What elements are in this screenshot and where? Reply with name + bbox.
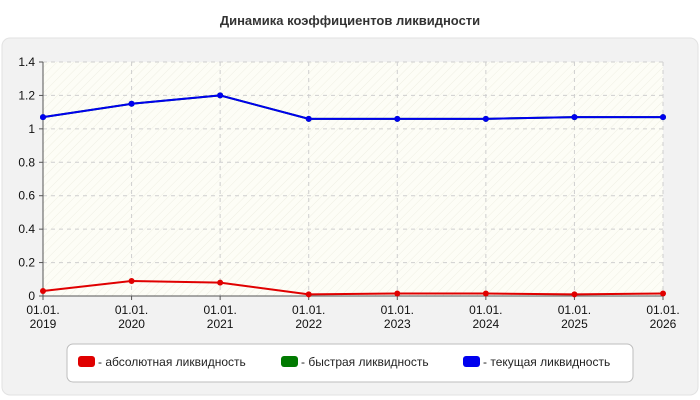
data-point — [660, 290, 666, 297]
legend: - абсолютная ликвидность - быстрая ликвид… — [66, 343, 634, 383]
y-tick-label: 0.2 — [18, 256, 35, 270]
data-point — [571, 291, 578, 298]
data-point — [660, 114, 666, 121]
legend-swatch — [281, 356, 298, 367]
x-tick-label: 01.01. 2024 — [469, 303, 502, 331]
data-point — [217, 92, 224, 99]
x-tick-label: 01.01. 2026 — [646, 303, 679, 331]
data-point — [571, 114, 578, 121]
data-point — [394, 115, 401, 122]
data-point — [482, 290, 489, 297]
data-point — [305, 291, 312, 298]
data-point — [482, 115, 489, 122]
data-point — [394, 290, 401, 297]
x-tick-label-line: 2026 — [650, 317, 677, 331]
legend-items: - абсолютная ликвидность - быстрая ликвид… — [78, 355, 610, 369]
y-tick-label: 1 — [28, 122, 35, 136]
data-point — [40, 114, 46, 121]
legend-swatch — [78, 356, 95, 367]
x-tick-label-line: 01.01. — [646, 303, 679, 317]
x-tick-label-line: 2024 — [473, 317, 500, 331]
plot-area — [43, 62, 663, 296]
x-tick-label: 01.01. 2021 — [203, 303, 236, 331]
legend-swatch — [463, 356, 480, 367]
data-point — [128, 100, 135, 107]
x-tick-label: 01.01. 2019 — [26, 303, 59, 331]
x-tick-label-line: 01.01. — [469, 303, 502, 317]
data-point — [128, 277, 135, 284]
x-tick-label-line: 01.01. — [115, 303, 148, 317]
y-tick-label: 0.4 — [18, 222, 35, 236]
axes — [42, 62, 663, 297]
y-axis-ticks: 0 0.2 0.4 0.6 0.8 1 1.2 1.4 — [18, 55, 43, 303]
gridlines — [43, 61, 664, 296]
x-tick-label: 01.01. 2020 — [115, 303, 148, 331]
y-tick-label: 1.2 — [18, 88, 35, 102]
series-group — [40, 277, 666, 298]
data-point — [40, 287, 46, 294]
legend-item: - текущая ликвидность — [463, 355, 610, 369]
x-tick-label-line: 2020 — [118, 317, 145, 331]
x-tick-label-line: 2023 — [384, 317, 411, 331]
x-tick-label: 01.01. 2022 — [292, 303, 325, 331]
y-tick-label: 0.6 — [18, 189, 35, 203]
legend-label: - текущая ликвидность — [483, 355, 610, 369]
x-tick-label: 01.01. 2023 — [381, 303, 414, 331]
x-tick-label-line: 2022 — [295, 317, 322, 331]
data-point — [217, 279, 224, 286]
x-tick-label-line: 01.01. — [558, 303, 591, 317]
legend-label: - быстрая ликвидность — [301, 355, 429, 369]
y-tick-label: 0.8 — [18, 155, 35, 169]
x-tick-label-line: 01.01. — [26, 303, 59, 317]
series-group — [40, 92, 666, 122]
x-tick-label-line: 01.01. — [203, 303, 236, 317]
legend-item: - быстрая ликвидность — [281, 355, 429, 369]
legend-item: - абсолютная ликвидность — [78, 355, 246, 369]
series-line — [42, 279, 664, 296]
data-point — [305, 115, 312, 122]
chart-title: Динамика коэффициентов ликвидности — [220, 13, 480, 28]
y-tick-label: 0 — [28, 289, 35, 303]
x-tick-label-line: 2019 — [30, 317, 57, 331]
x-tick-label-line: 2021 — [207, 317, 234, 331]
x-tick-label-line: 01.01. — [292, 303, 325, 317]
legend-box — [66, 343, 634, 383]
series-line — [42, 94, 663, 120]
legend-label: - абсолютная ликвидность — [98, 355, 246, 369]
x-tick-label: 01.01. 2025 — [558, 303, 591, 331]
x-tick-label-line: 2025 — [561, 317, 588, 331]
series-lines — [40, 92, 666, 298]
y-tick-label: 1.4 — [18, 55, 35, 69]
x-tick-label-line: 01.01. — [381, 303, 414, 317]
